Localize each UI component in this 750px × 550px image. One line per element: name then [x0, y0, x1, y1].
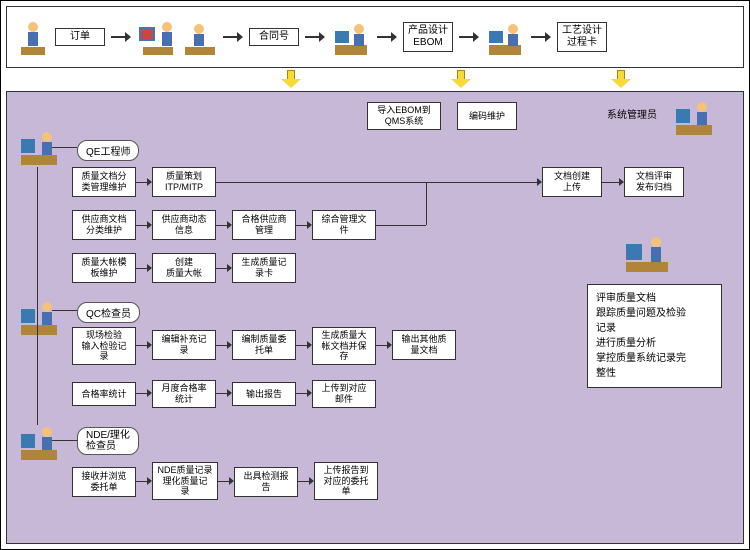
arrowhead-icon [147, 178, 152, 186]
connector-line [216, 182, 541, 183]
arrowhead-icon [537, 178, 542, 186]
role-nde: NDE/理化检查员 [77, 427, 139, 455]
role-qc: QC检查员 [77, 302, 140, 323]
connector-line [52, 147, 77, 148]
box-nde-c4: 上传报告到对应的委托单 [314, 462, 378, 500]
arrowhead-icon [147, 341, 152, 349]
box-qe-r2c2: 供应商动态信息 [152, 210, 216, 240]
main-flow-area: 导入EBOM到QMS系统 编码维护 系统管理员 QE工程师 质量文档分类管理维护… [6, 91, 744, 544]
connector-line [37, 167, 38, 425]
box-qc-r1c2: 编辑补充记录 [152, 330, 216, 360]
box-qe-r3c3: 生成质量记录卡 [232, 253, 296, 283]
box-qe-r2c3: 合格供应商管理 [232, 210, 296, 240]
box-qc-r2c3: 输出报告 [232, 382, 296, 406]
box-qe-r1c4: 文档评审发布归档 [624, 167, 684, 197]
worker-icon [485, 17, 525, 57]
arrowhead-icon [307, 341, 312, 349]
worker-icon [17, 297, 61, 337]
worker-icon [15, 17, 49, 57]
box-qe-r1c3: 文档创建上传 [542, 167, 602, 197]
big-arrow-icon [611, 70, 631, 88]
connector-line [376, 225, 426, 226]
summary-line: 跟踪质量问题及检验 [596, 306, 713, 321]
top-box-ebom: 产品设计EBOM [403, 22, 453, 52]
box-qe-r1c2: 质量策划ITP/MITP [152, 167, 216, 197]
arrow-icon [223, 31, 243, 43]
box-qe-r3c2: 创建质量大帐 [152, 253, 216, 283]
box-nde-c2: NDE质量记录理化质量记录 [152, 462, 218, 500]
box-nde-c3: 出具检测报告 [234, 467, 298, 497]
box-qe-r2c1: 供应商文档分类维护 [72, 210, 136, 240]
label-sysadmin: 系统管理员 [607, 106, 657, 121]
connector-line [52, 440, 77, 441]
connector-line [602, 182, 620, 183]
arrowhead-icon [147, 389, 152, 397]
summary-line: 整性 [596, 366, 713, 381]
summary-line: 评审质量文档 [596, 291, 713, 306]
summary-line: 掌控质量系统记录完 [596, 351, 713, 366]
box-nde-c1: 接收并浏览委托单 [72, 467, 136, 497]
summary-box: 评审质量文档 跟踪质量问题及检验 记录 进行质量分析 掌控质量系统记录完 整性 [587, 284, 722, 388]
arrow-icon [459, 31, 479, 43]
big-arrow-icon [281, 70, 301, 88]
arrow-icon [111, 31, 131, 43]
box-import-ebom: 导入EBOM到QMS系统 [367, 102, 441, 130]
arrowhead-icon [147, 221, 152, 229]
box-qc-r1c5: 输出其他质量文档 [392, 330, 456, 360]
arrowhead-icon [227, 264, 232, 272]
box-qe-r3c1: 质量大帐模板维护 [72, 253, 136, 283]
summary-line: 进行质量分析 [596, 336, 713, 351]
arrowhead-icon [387, 341, 392, 349]
worker-icon [622, 232, 672, 274]
arrowhead-icon [229, 477, 234, 485]
arrowhead-icon [227, 389, 232, 397]
arrow-icon [531, 31, 551, 43]
arrowhead-icon [307, 221, 312, 229]
top-box-order: 订单 [55, 28, 105, 46]
box-qe-r1c1: 质量文档分类管理维护 [72, 167, 136, 197]
box-qc-r2c4: 上传到对应邮件 [312, 380, 376, 408]
box-qc-r1c1: 现场检验输入检验记录 [72, 327, 136, 365]
connector-line [426, 182, 427, 225]
top-box-process-card: 工艺设计过程卡 [557, 22, 607, 52]
connector-line [52, 310, 77, 311]
worker-icon [331, 17, 371, 57]
worker-icon [17, 422, 61, 462]
arrowhead-icon [307, 389, 312, 397]
top-process-strip: 订单 合同号 产品设计EBOM 工艺设计过程卡 [6, 6, 744, 68]
box-qe-r2c4: 综合管理文件 [312, 210, 376, 240]
arrow-icon [377, 31, 397, 43]
top-box-contract: 合同号 [249, 28, 299, 46]
worker-icon [137, 17, 177, 57]
box-code-maint: 编码维护 [457, 102, 517, 130]
arrow-icon [305, 31, 325, 43]
worker-icon [672, 97, 716, 137]
big-arrow-icon [451, 70, 471, 88]
box-qc-r1c4: 生成质量大帐文档并保存 [312, 327, 376, 365]
worker-icon [183, 17, 217, 57]
arrowhead-icon [147, 477, 152, 485]
box-qc-r2c2: 月度合格率统计 [152, 380, 216, 408]
arrowhead-icon [227, 341, 232, 349]
diagram-canvas: 订单 合同号 产品设计EBOM 工艺设计过程卡 导入EBOM到QMS系统 编码维… [0, 0, 750, 550]
arrowhead-icon [309, 477, 314, 485]
box-qc-r2c1: 合格率统计 [72, 382, 136, 406]
role-qe: QE工程师 [77, 140, 139, 161]
arrowhead-icon [227, 221, 232, 229]
summary-line: 记录 [596, 321, 713, 336]
arrowhead-icon [147, 264, 152, 272]
box-qc-r1c3: 编制质量委托单 [232, 330, 296, 360]
